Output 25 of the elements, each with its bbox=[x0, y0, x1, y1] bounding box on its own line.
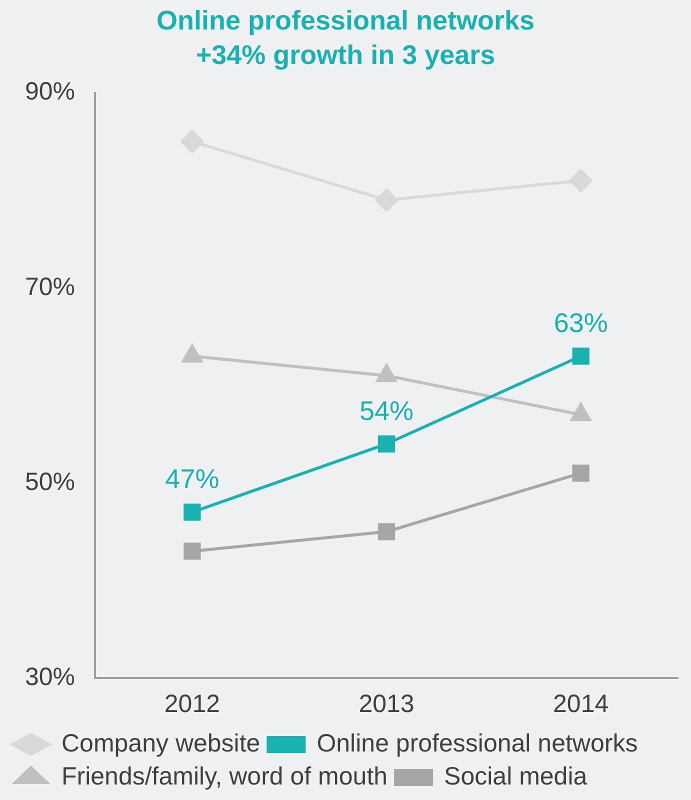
point bbox=[375, 188, 398, 212]
y-tick-label: 30% bbox=[24, 662, 76, 691]
legend-label: Social media bbox=[444, 762, 588, 790]
legend-label: Online professional networks bbox=[316, 729, 638, 758]
point bbox=[184, 542, 201, 560]
data-label: 54% bbox=[359, 396, 414, 426]
point bbox=[572, 464, 590, 482]
chart-title: Online professional networks bbox=[156, 6, 535, 36]
y-tick-label: 90% bbox=[24, 78, 76, 106]
point bbox=[180, 130, 204, 154]
data-label: 63% bbox=[554, 308, 608, 338]
point bbox=[572, 348, 590, 365]
y-tick-label: 70% bbox=[24, 272, 76, 301]
legend-label: Company website bbox=[62, 729, 260, 758]
point bbox=[378, 435, 396, 452]
x-tick-label: 2014 bbox=[553, 690, 609, 718]
x-tick-label: 2013 bbox=[358, 690, 414, 718]
point bbox=[184, 504, 201, 521]
legend-label: Friends/family, word of mouth bbox=[62, 762, 388, 790]
point bbox=[378, 523, 396, 540]
point bbox=[569, 169, 592, 192]
x-tick-label: 2012 bbox=[164, 690, 220, 718]
y-tick-label: 50% bbox=[24, 468, 76, 496]
chart-subtitle: +34% growth in 3 years bbox=[196, 40, 496, 70]
data-label: 47% bbox=[165, 464, 220, 494]
